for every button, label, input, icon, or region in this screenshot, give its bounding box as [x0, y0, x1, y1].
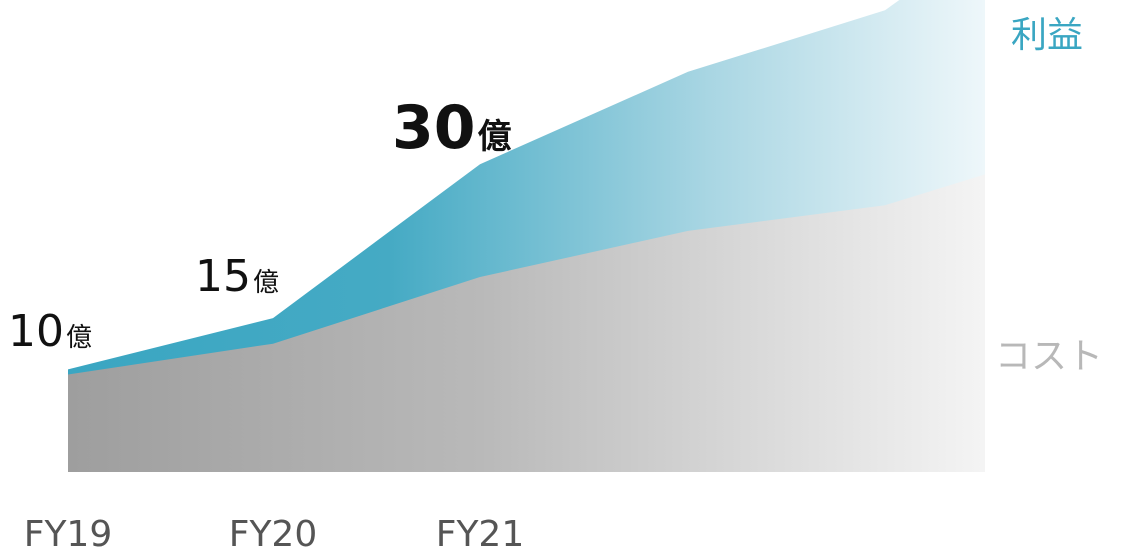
legend-cost: コスト	[995, 336, 1103, 377]
x-tick-label-fy20: FY20	[229, 514, 318, 553]
data-label-fy21: 30億	[392, 93, 512, 163]
data-label-fy19: 10億	[8, 306, 92, 357]
cost-area	[68, 174, 985, 472]
x-tick-label-fy19: FY19	[24, 514, 113, 553]
data-label-fy20: 15億	[195, 251, 279, 302]
legend-profit: 利益	[1011, 15, 1083, 56]
x-tick-label-fy21: FY21	[436, 514, 525, 553]
